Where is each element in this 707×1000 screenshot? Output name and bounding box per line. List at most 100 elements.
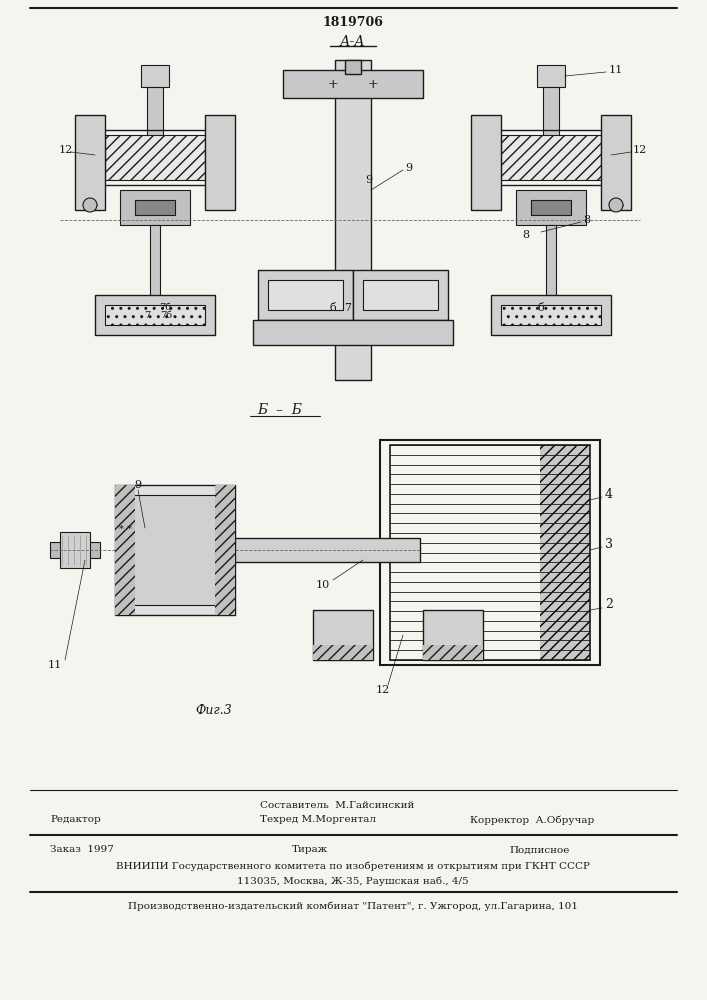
- Text: 113035, Москва, Ж-35, Раушская наб., 4/5: 113035, Москва, Ж-35, Раушская наб., 4/5: [237, 876, 469, 886]
- Bar: [390, 445, 590, 660]
- Text: 12: 12: [633, 145, 647, 155]
- Bar: [105, 135, 205, 180]
- Bar: [205, 115, 235, 210]
- Text: А-А: А-А: [340, 35, 366, 49]
- Bar: [345, 60, 361, 74]
- Text: 11: 11: [609, 65, 624, 75]
- Text: 7: 7: [144, 312, 150, 320]
- Bar: [540, 552, 590, 562]
- Bar: [147, 87, 163, 137]
- Text: 8: 8: [522, 230, 530, 240]
- Bar: [491, 295, 611, 335]
- Bar: [540, 621, 590, 631]
- Bar: [540, 631, 590, 640]
- Text: 12: 12: [376, 685, 390, 695]
- Bar: [540, 455, 590, 465]
- Bar: [540, 592, 590, 601]
- Bar: [120, 190, 190, 225]
- Bar: [540, 523, 590, 533]
- Bar: [540, 601, 590, 611]
- Bar: [471, 115, 501, 210]
- Bar: [268, 280, 343, 310]
- Bar: [540, 582, 590, 592]
- Bar: [380, 440, 600, 665]
- Text: 10: 10: [316, 580, 330, 590]
- Text: 9: 9: [365, 175, 372, 185]
- Bar: [540, 543, 590, 552]
- Text: 1819706: 1819706: [322, 15, 383, 28]
- Bar: [335, 60, 371, 380]
- Bar: [540, 611, 590, 621]
- Bar: [516, 190, 586, 225]
- Bar: [135, 200, 175, 215]
- Text: Производственно-издательский комбинат "Патент", г. Ужгород, ул.Гагарина, 101: Производственно-издательский комбинат "П…: [128, 901, 578, 911]
- Text: 7б: 7б: [160, 312, 172, 320]
- Bar: [546, 225, 556, 305]
- Bar: [540, 494, 590, 504]
- Bar: [501, 135, 601, 180]
- Text: ВНИИПИ Государственного комитета по изобретениям и открытиям при ГКНТ СССР: ВНИИПИ Государственного комитета по изоб…: [116, 861, 590, 871]
- Bar: [105, 305, 205, 325]
- Bar: [540, 465, 590, 474]
- Text: 3: 3: [605, 538, 613, 552]
- Bar: [501, 305, 601, 325]
- Bar: [537, 65, 565, 87]
- Bar: [115, 485, 235, 615]
- Bar: [215, 485, 235, 615]
- Text: Составитель  М.Гайсинский: Составитель М.Гайсинский: [260, 800, 414, 810]
- Text: Фиг.3: Фиг.3: [195, 704, 232, 716]
- Bar: [128, 528, 208, 572]
- Bar: [283, 70, 423, 98]
- Bar: [540, 640, 590, 650]
- Bar: [491, 130, 611, 185]
- Text: 2: 2: [605, 598, 613, 611]
- Text: Техред М.Моргентал: Техред М.Моргентал: [260, 816, 376, 824]
- Text: 8: 8: [583, 215, 590, 225]
- Text: 12: 12: [59, 145, 73, 155]
- Bar: [540, 513, 590, 523]
- Text: Заказ  1997: Заказ 1997: [50, 846, 114, 854]
- Bar: [363, 280, 438, 310]
- Bar: [150, 225, 160, 305]
- Bar: [540, 533, 590, 543]
- Bar: [125, 495, 225, 605]
- Bar: [601, 115, 631, 210]
- Text: Редактор: Редактор: [50, 816, 101, 824]
- Bar: [115, 485, 135, 615]
- Text: Подписное: Подписное: [510, 846, 570, 854]
- Bar: [130, 538, 420, 562]
- Text: 11: 11: [48, 660, 62, 670]
- Text: 4: 4: [605, 488, 613, 502]
- Text: Корректор  А.Обручар: Корректор А.Обручар: [470, 815, 595, 825]
- Text: 9: 9: [134, 480, 141, 490]
- Bar: [50, 542, 100, 558]
- Text: 9: 9: [405, 163, 412, 173]
- Bar: [540, 474, 590, 484]
- Text: +: +: [368, 78, 378, 91]
- Text: б: б: [537, 303, 544, 313]
- Bar: [353, 270, 448, 320]
- Bar: [95, 130, 215, 185]
- Bar: [540, 445, 590, 455]
- Bar: [423, 645, 483, 660]
- Bar: [540, 484, 590, 494]
- Text: б: б: [329, 303, 337, 313]
- Bar: [95, 295, 215, 335]
- Text: 7: 7: [344, 303, 351, 313]
- Bar: [141, 65, 169, 87]
- Bar: [543, 87, 559, 137]
- Circle shape: [83, 198, 97, 212]
- Bar: [60, 532, 90, 568]
- Bar: [258, 270, 353, 320]
- Bar: [540, 572, 590, 582]
- Bar: [253, 320, 453, 345]
- Text: 7б: 7б: [159, 304, 171, 312]
- Bar: [313, 645, 373, 660]
- Bar: [540, 650, 590, 660]
- Bar: [540, 504, 590, 513]
- Circle shape: [609, 198, 623, 212]
- Bar: [540, 562, 590, 572]
- Bar: [313, 610, 373, 660]
- Text: Тираж: Тираж: [292, 846, 328, 854]
- Bar: [423, 610, 483, 660]
